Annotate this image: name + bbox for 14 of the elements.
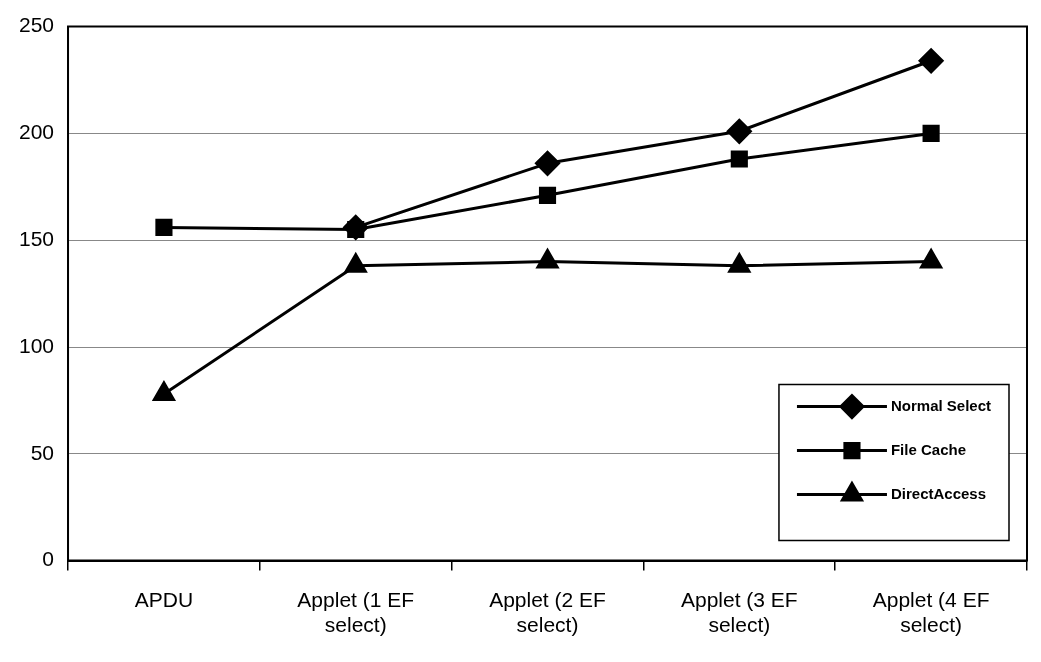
x-tick-label: Applet (4 EF select) xyxy=(872,588,990,637)
y-tick-label: 150 xyxy=(18,227,55,250)
legend-label: File Cache xyxy=(890,440,966,458)
y-tick-label: 0 xyxy=(42,547,55,571)
y-tick-label: 200 xyxy=(18,120,55,144)
y-tick-label: 250 xyxy=(18,13,55,37)
legend-label: DirectAccess xyxy=(890,484,987,502)
legend-label: Normal Select xyxy=(890,396,992,414)
x-tick-label: Applet (3 EF select) xyxy=(680,588,798,637)
x-tick-label: Applet (1 EF select) xyxy=(297,588,415,637)
y-tick-label: 50 xyxy=(30,440,55,464)
x-tick-label: Applet (2 EF select) xyxy=(489,588,606,637)
y-tick-label: 100 xyxy=(18,333,55,357)
x-tick-label: APDU xyxy=(134,588,194,611)
